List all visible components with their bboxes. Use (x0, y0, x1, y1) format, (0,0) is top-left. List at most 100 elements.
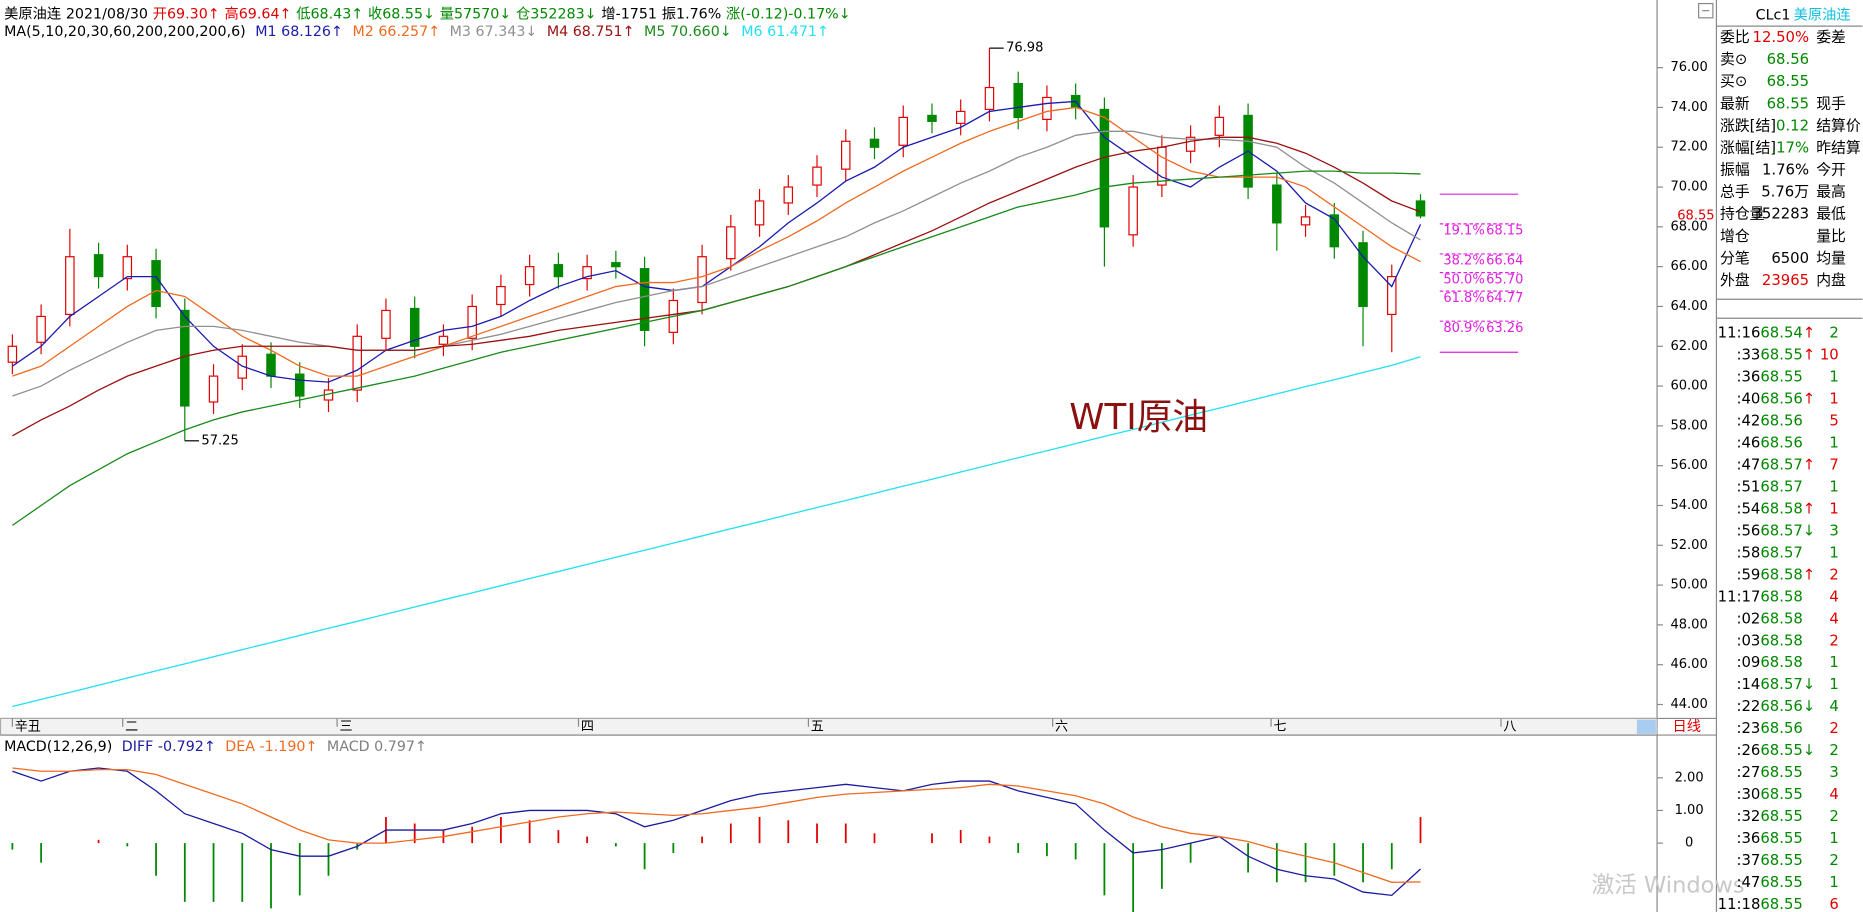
side-code: CLc1 (1756, 7, 1791, 23)
y-tick-label: 0 (1685, 836, 1693, 851)
field-label: 持仓量 (1720, 206, 1765, 223)
y-tick-label: 2.00 (1675, 770, 1704, 785)
candle-body (869, 138, 880, 148)
tick-arrow: ↓ (1803, 522, 1815, 539)
field-value: 23965 (1762, 272, 1809, 289)
extreme-label: 57.25 (201, 433, 238, 448)
candle-body (841, 140, 851, 170)
tick-time: :14 (1737, 676, 1761, 693)
tick-price: 68.58 (1760, 610, 1802, 627)
candle-body (783, 186, 794, 204)
field-label: 总手 (1720, 184, 1750, 201)
y-tick-label: 48.00 (1670, 617, 1707, 632)
candle-body (524, 266, 535, 286)
field-label: 增仓 (1720, 228, 1750, 245)
field-label: 现手 (1816, 95, 1846, 112)
candle-body (7, 345, 18, 363)
tick-time: 11:16 (1718, 325, 1761, 342)
price-plot (7, 48, 1426, 708)
tick-price-group: 68.57 (1760, 478, 1802, 495)
candle-body (496, 285, 506, 306)
tick-volume: 10 (1820, 347, 1839, 364)
y-tick-label: 1.00 (1675, 803, 1704, 818)
tick-price: 68.57 (1760, 676, 1802, 693)
field-value: 12.50% (1753, 29, 1810, 46)
field-label: 最高 (1816, 184, 1846, 201)
tick-price: 68.55 (1760, 874, 1802, 891)
x-tick-label: 二 (125, 719, 138, 734)
last-price: 68.55 (1677, 208, 1714, 223)
legend-item: 量57570↓ (440, 6, 512, 22)
x-tick-label: 五 (811, 719, 824, 734)
y-tick-label: 74.00 (1670, 100, 1707, 115)
tick-arrow: ↑ (1803, 500, 1815, 517)
y-tick-label: 72.00 (1670, 140, 1707, 155)
tick-time: :09 (1737, 654, 1761, 671)
tick-volume: 2 (1829, 566, 1838, 583)
y-tick-label: 62.00 (1670, 339, 1707, 354)
legend-item: M2 66.257↑ (352, 24, 440, 40)
tick-price: 68.55 (1760, 369, 1802, 386)
ma-line (12, 130, 1421, 397)
tick-price: 68.56 (1760, 698, 1802, 715)
fib-ratio: 38.2% (1443, 254, 1484, 269)
tick-volume: 1 (1829, 830, 1838, 847)
field-value: 68.55 (1767, 73, 1809, 90)
macd-legend: MACD(12,26,9) DIFF -0.792↑ DEA -1.190↑ MACD… (4, 739, 427, 755)
y-tick-label: 56.00 (1670, 458, 1707, 473)
fib-value: 66.64 (1486, 254, 1523, 269)
tick-volume: 3 (1829, 522, 1838, 539)
candle-body (467, 305, 477, 339)
tick-time: :51 (1737, 478, 1761, 495)
tick-arrow: ↓ (1803, 742, 1815, 759)
period-label[interactable]: 日线 (1673, 718, 1702, 735)
candle-body (553, 264, 564, 278)
legend-item: M6 61.471↑ (741, 24, 829, 40)
candle-body (1387, 276, 1397, 316)
y-tick-label: 76.00 (1670, 60, 1707, 75)
tick-price: 68.56 (1760, 413, 1802, 430)
tick-price-group: 68.55 (1760, 896, 1802, 912)
field-value: 68.55 (1767, 95, 1809, 112)
tick-price-group: 68.55 (1760, 874, 1802, 891)
tick-price: 68.58 (1760, 588, 1802, 605)
y-tick-label: 66.00 (1670, 259, 1707, 274)
candle-body (582, 266, 592, 280)
watermark: 激活 Windows (1592, 872, 1745, 898)
legend-item: 涨(-0.12)-0.17%↓ (726, 5, 851, 22)
legend-item: M4 68.751↑ (547, 24, 635, 40)
candle-body (381, 309, 391, 339)
field-label: 买⊙ (1720, 73, 1747, 90)
field-value: 6500 (1771, 250, 1809, 267)
legend-item: M1 68.126↑ (255, 24, 343, 40)
tick-time: :36 (1737, 369, 1761, 386)
candle-body (754, 200, 765, 226)
legend-item: 收68.55↓ (368, 5, 435, 22)
tick-price: 68.58 (1760, 500, 1802, 517)
tick-price: 68.55 (1760, 830, 1802, 847)
tick-volume: 1 (1829, 654, 1838, 671)
candle-body (93, 254, 104, 278)
y-tick-label: 58.00 (1670, 418, 1707, 433)
candle-body (697, 256, 707, 304)
candle-body (1272, 184, 1282, 224)
y-tick-label: 46.00 (1670, 657, 1707, 672)
ma-line (12, 170, 1421, 526)
tick-price-group: 68.55 (1760, 764, 1802, 781)
tick-price: 68.56 (1760, 435, 1802, 452)
tick-price-group: 68.58 (1760, 632, 1802, 649)
candle-body (639, 268, 650, 331)
tick-volume: 2 (1829, 632, 1838, 649)
y-tick-label: 50.00 (1670, 578, 1707, 593)
scroll-thumb[interactable] (1636, 719, 1656, 734)
tick-volume: 6 (1829, 896, 1838, 912)
tick-price-group: 68.58 (1760, 588, 1802, 605)
field-label: 分笔 (1720, 250, 1750, 267)
field-label: 振幅 (1720, 162, 1750, 179)
fib-value: 63.26 (1486, 321, 1523, 336)
tick-price: 68.57 (1760, 478, 1802, 495)
tick-time: :47 (1737, 874, 1761, 891)
tick-volume: 1 (1829, 391, 1838, 408)
tick-time: :22 (1737, 698, 1761, 715)
legend-item: 仓352283↓ (516, 5, 597, 22)
